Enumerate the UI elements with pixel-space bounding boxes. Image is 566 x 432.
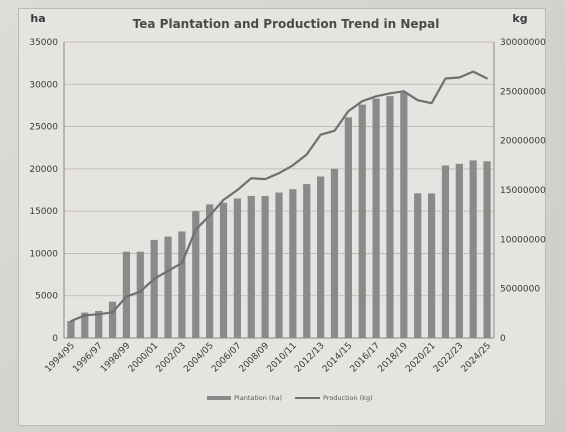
right-tick-label: 0 [500,334,506,344]
left-tick-label: 10000 [29,249,58,259]
bar-plantation [108,301,117,338]
bar-plantation [261,195,269,338]
bar-plantation [427,193,436,338]
bar-plantation [469,160,477,338]
bar-plantation [483,161,491,338]
left-tick-label: 30000 [29,80,58,90]
left-tick-label: 0 [52,334,58,344]
left-axis-unit: ha [30,12,45,25]
bar-plantation [81,312,89,338]
legend: Plantation (ha) Production (kg) [207,394,373,402]
bar-plantation [400,92,408,338]
bar-plantation [122,251,131,338]
right-tick-label: 25000000 [500,87,546,97]
bar-plantation [164,236,172,338]
point-production [472,70,475,73]
bar-plantation [372,98,380,338]
legend-label-plantation: Plantation (ha) [234,394,282,402]
point-production [111,311,114,314]
bar-plantation [178,231,186,338]
point-production [486,77,488,80]
left-tick-label: 15000 [29,207,58,217]
bar-plantation [414,193,422,338]
point-production [458,76,461,79]
bar-plantation [206,204,214,338]
point-production [97,313,100,316]
point-production [333,129,336,132]
bar-plantation [233,198,241,338]
bar-plantation [67,321,75,338]
right-tick-label: 15000000 [500,186,546,196]
legend-label-production: Production (kg) [323,394,373,402]
point-production [70,320,72,323]
left-tick-label: 20000 [29,165,58,175]
point-production [153,277,156,280]
left-tick-label: 5000 [35,292,58,302]
right-tick-label: 30000000 [500,38,546,48]
bar-plantation [317,176,325,338]
bar-plantation [344,117,352,338]
point-production [83,314,86,317]
point-production [361,100,364,103]
point-production [375,95,377,98]
point-production [291,164,294,167]
left-tick-label: 25000 [29,123,58,133]
point-production [389,92,391,95]
bar-series [67,92,491,338]
point-production [236,189,239,191]
right-tick-label: 5000000 [500,285,540,295]
bar-plantation [192,211,200,338]
point-production [139,290,142,293]
bar-plantation [150,239,158,338]
bar-plantation [247,195,255,338]
point-production [278,172,280,175]
bar-plantation [275,192,283,338]
right-tick-label: 10000000 [500,235,546,245]
point-production [222,198,225,201]
axes: 0 5000 10000 15000 20000 25000 30000 35000 0 5000… [29,38,546,375]
bar-plantation [441,165,450,338]
line-series [70,70,488,323]
bar-plantation [330,168,339,338]
point-production [319,133,322,136]
point-production [125,295,128,298]
left-tick-label: 35000 [29,38,58,48]
point-production [402,90,405,93]
bar-plantation [136,251,144,338]
legend-swatch-plantation [207,396,231,400]
right-tick-label: 20000000 [500,137,546,147]
point-production [167,270,169,272]
bar-plantation [95,310,103,338]
point-production [430,102,433,105]
point-production [194,228,197,231]
bar-plantation [386,96,394,338]
right-axis-unit: kg [512,12,527,25]
bar-plantation [219,202,228,338]
point-production [250,177,253,180]
bar-plantation [358,104,366,338]
bar-plantation [455,163,463,338]
point-production [305,153,308,156]
bar-plantation [289,189,297,338]
point-production [347,110,350,112]
point-production [264,178,267,181]
chart-title: Tea Plantation and Production Trend in N… [133,17,440,31]
point-production [416,99,419,102]
x-tick-label: 2024/25 [460,341,494,375]
point-production [208,214,211,217]
point-production [181,262,183,264]
bar-plantation [303,184,311,338]
point-production [444,77,447,80]
